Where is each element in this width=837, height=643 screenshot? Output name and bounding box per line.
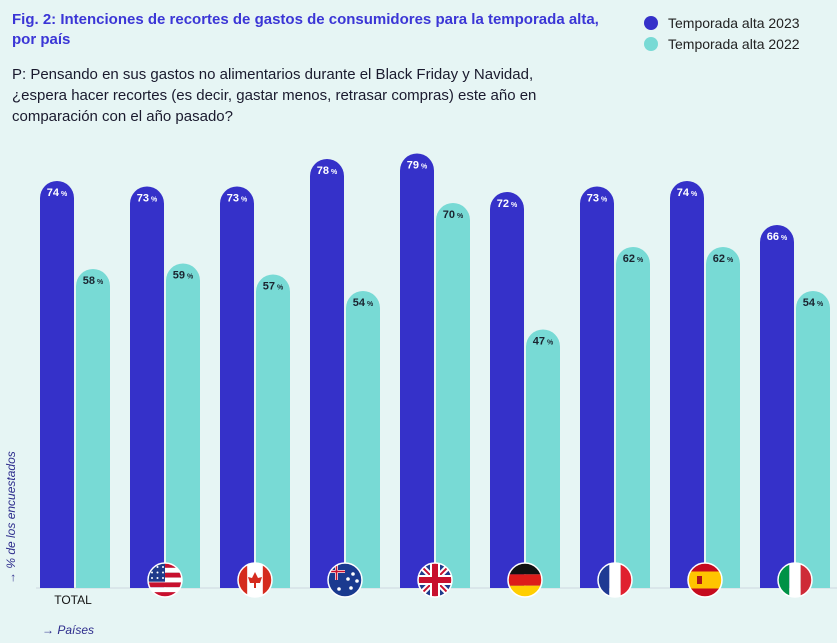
bar-2022-us bbox=[166, 263, 200, 588]
uk-flag-icon bbox=[417, 562, 453, 598]
bar-2022-ca bbox=[256, 274, 290, 588]
us-flag-icon bbox=[147, 562, 183, 598]
legend-label-2023: Temporada alta 2023 bbox=[668, 14, 800, 31]
bar-2022-it bbox=[796, 291, 830, 588]
bar-2022-fr bbox=[616, 247, 650, 588]
italy-flag-icon bbox=[777, 562, 813, 598]
data-label-2023-it: 66 % bbox=[767, 231, 788, 243]
australia-flag-icon bbox=[327, 562, 363, 598]
bar-2022-es bbox=[706, 247, 740, 588]
bar-2022-total bbox=[76, 269, 110, 588]
bar-2023-ca bbox=[220, 186, 254, 588]
bar-2022-gb bbox=[436, 203, 470, 588]
data-label-2022-au: 54 % bbox=[353, 297, 374, 309]
data-label-2023-au: 78 % bbox=[317, 165, 338, 177]
legend-item-2023: Temporada alta 2023 bbox=[644, 12, 800, 33]
data-label-2022-es: 62 % bbox=[713, 253, 734, 265]
france-flag-icon bbox=[597, 562, 633, 598]
spain-flag-icon bbox=[687, 562, 723, 598]
legend-item-2022: Temporada alta 2022 bbox=[644, 33, 800, 54]
bar-2023-es bbox=[670, 181, 704, 588]
data-label-2023-es: 74 % bbox=[677, 187, 698, 199]
chart-subtitle: P: Pensando en sus gastos no alimentario… bbox=[12, 66, 537, 125]
data-label-2022-us: 59 % bbox=[173, 270, 194, 282]
bar-2023-gb bbox=[400, 153, 434, 589]
data-label-2023-us: 73 % bbox=[137, 193, 158, 205]
chart-title: Fig. 2: Intenciones de recortes de gasto… bbox=[12, 11, 599, 48]
data-label-2022-de: 47 % bbox=[533, 336, 554, 348]
legend-label-2022: Temporada alta 2022 bbox=[668, 35, 800, 52]
bar-2023-total bbox=[40, 181, 74, 588]
data-label-2022-fr: 62 % bbox=[623, 253, 644, 265]
data-label-2023-de: 72 % bbox=[497, 198, 518, 210]
data-label-2022-gb: 70 % bbox=[443, 209, 464, 221]
legend-swatch-2023 bbox=[644, 15, 658, 30]
canada-flag-icon bbox=[237, 562, 273, 598]
data-label-2023-ca: 73 % bbox=[227, 193, 248, 205]
bar-2023-au bbox=[310, 159, 344, 588]
legend: Temporada alta 2023 Temporada alta 2022 bbox=[644, 12, 800, 54]
data-label-2023-gb: 79 % bbox=[407, 160, 428, 172]
bar-2023-fr bbox=[580, 186, 614, 588]
data-label-2023-fr: 73 % bbox=[587, 193, 608, 205]
bar-2023-it bbox=[760, 225, 794, 588]
x-tick-label-total: TOTAL bbox=[54, 593, 92, 607]
bar-2022-au bbox=[346, 291, 380, 588]
data-label-2022-total: 58 % bbox=[83, 275, 104, 287]
germany-flag-icon bbox=[507, 562, 543, 598]
data-label-2022-it: 54 % bbox=[803, 297, 824, 309]
bar-2022-de bbox=[526, 329, 560, 588]
bar-2023-us bbox=[130, 186, 164, 588]
x-axis-label: → Países bbox=[42, 623, 95, 637]
data-label-2022-ca: 57 % bbox=[263, 281, 284, 293]
data-label-2023-total: 74 % bbox=[47, 187, 68, 199]
legend-swatch-2022 bbox=[644, 36, 658, 51]
bar-2023-de bbox=[490, 192, 524, 588]
